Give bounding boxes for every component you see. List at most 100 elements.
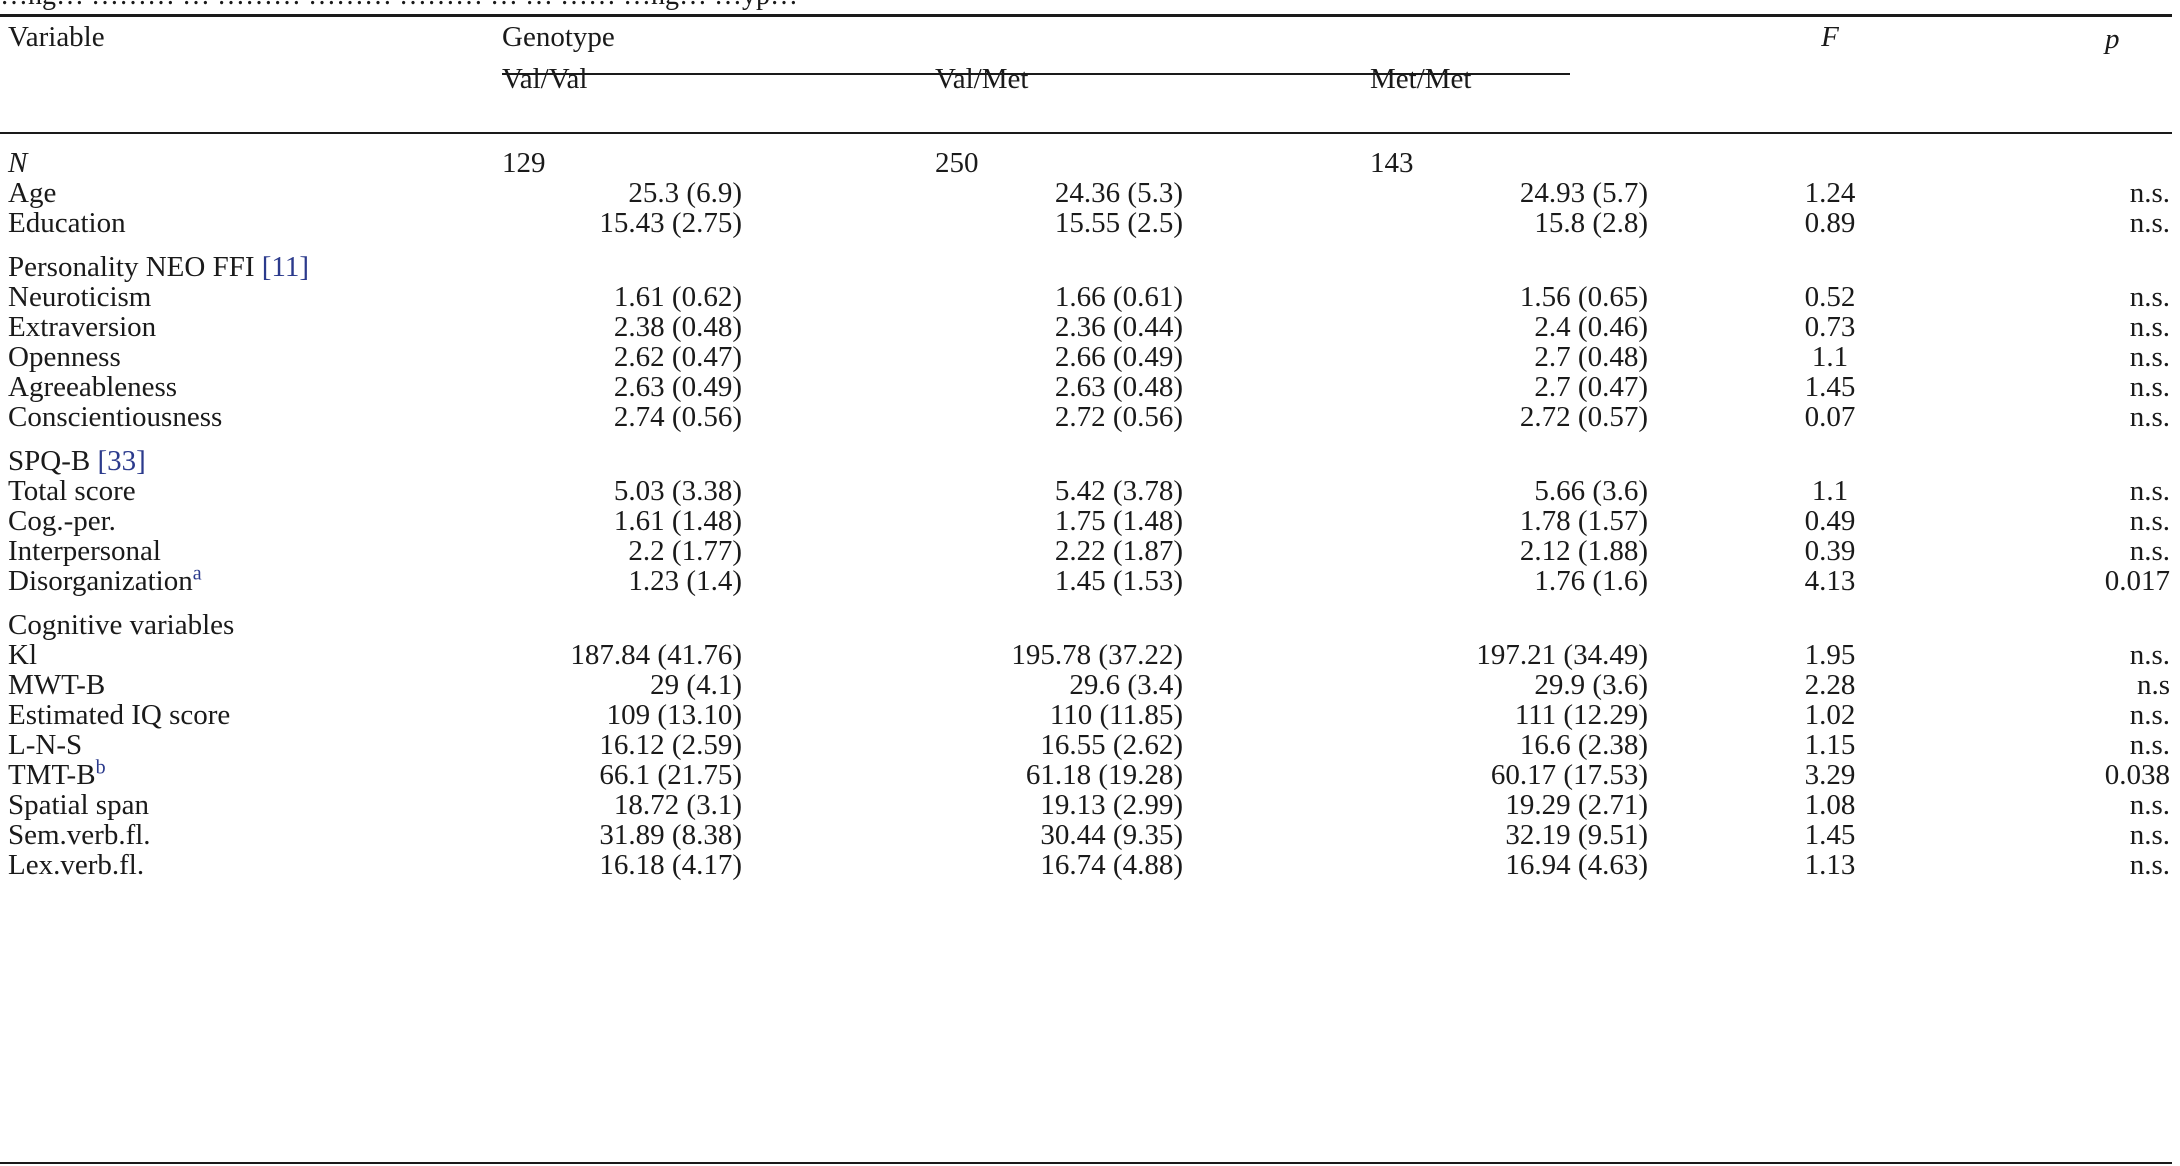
table-row: Kl 187.84 (41.76) 195.78 (37.22) 197.21 (34… (0, 638, 2180, 672)
row-label: Spatial span (8, 788, 149, 822)
table-row: Agreeableness 2.63 (0.49) 2.63 (0.48) 2.7 (… (0, 370, 2180, 404)
citation-link[interactable]: [33] (97, 445, 146, 477)
cell-met-met: 2.7 (0.48) (1534, 341, 1648, 373)
row-label-text: Estimated IQ score (8, 699, 231, 731)
table-row-n: N 129 250 143 (0, 146, 2180, 180)
cell-f: 3.29 (1804, 759, 1856, 791)
table-row: Age 25.3 (6.9) 24.36 (5.3) 24.93 (5.7) 1.24 n… (0, 176, 2180, 210)
row-label-text: Spatial span (8, 789, 149, 821)
row-label-text: Age (8, 177, 57, 209)
cell-val-val: 1.61 (0.62) (613, 281, 742, 313)
cell-val-val: 29 (4.1) (650, 669, 742, 701)
table-row: Lex.verb.fl. 16.18 (4.17) 16.74 (4.88) 16.9… (0, 848, 2180, 882)
cell-f: 1.08 (1804, 789, 1856, 821)
header-val-val: Val/Val (502, 63, 588, 95)
row-label-text: Interpersonal (8, 535, 161, 567)
row-label: L-N-S (8, 728, 82, 762)
cell-val-met: 1.45 (1.53) (1054, 565, 1183, 597)
cell-f: 1.1 (1811, 341, 1849, 373)
cell-val-met: 15.55 (2.5) (1054, 207, 1183, 239)
cell-met-met: 5.66 (3.6) (1534, 475, 1648, 507)
row-label: Openness (8, 340, 121, 374)
cell-val-val: 109 (13.10) (606, 699, 742, 731)
row-label: Disorganizationa (8, 562, 202, 598)
cell-val-met: 1.75 (1.48) (1054, 505, 1183, 537)
cell-val-met: 2.72 (0.56) (1054, 401, 1183, 433)
row-label-text: Disorganization (8, 565, 193, 597)
cell-p: n.s. (2129, 729, 2170, 761)
header-met-met: Met/Met (1370, 63, 1472, 95)
cell-p: n.s. (2129, 505, 2170, 537)
cell-met-met: 60.17 (17.53) (1490, 759, 1648, 791)
header-rule (0, 132, 2172, 134)
cell-val-val: 2.62 (0.47) (613, 341, 742, 373)
cell-val-met: 2.22 (1.87) (1054, 535, 1183, 567)
cell-f: 2.28 (1804, 669, 1856, 701)
cell-p: n.s. (2129, 699, 2170, 731)
cell-p: n.s. (2129, 819, 2170, 851)
cell-met-met: 143 (1370, 147, 1414, 179)
header-genotype: Genotype (502, 21, 615, 53)
row-label-text: Neuroticism (8, 281, 152, 313)
row-label: Cog.-per. (8, 504, 116, 538)
cell-val-val: 15.43 (2.75) (599, 207, 742, 239)
cell-val-met: 2.66 (0.49) (1054, 341, 1183, 373)
row-label-text: Extraversion (8, 311, 157, 343)
cell-val-val: 16.18 (4.17) (599, 849, 742, 881)
table-row: TMT-Bb 66.1 (21.75) 61.18 (19.28) 60.17 (17… (0, 756, 2180, 792)
cell-val-val: 16.12 (2.59) (599, 729, 742, 761)
cell-met-met: 16.6 (2.38) (1519, 729, 1648, 761)
cell-p: n.s. (2129, 311, 2170, 343)
header-f: F (1821, 21, 1839, 53)
cell-val-val: 25.3 (6.9) (628, 177, 742, 209)
cell-val-val: 5.03 (3.38) (613, 475, 742, 507)
cell-val-val: 1.23 (1.4) (628, 565, 742, 597)
cell-p: n.s. (2129, 639, 2170, 671)
footnote-marker[interactable]: b (95, 756, 106, 779)
cell-met-met: 2.7 (0.47) (1534, 371, 1648, 403)
cell-val-val: 31.89 (8.38) (599, 819, 742, 851)
cell-f: 1.13 (1804, 849, 1856, 881)
row-label: Education (8, 206, 126, 240)
row-label: MWT-B (8, 668, 105, 702)
citation-link[interactable]: [11] (261, 251, 309, 283)
cell-p: n.s. (2129, 789, 2170, 821)
cell-f: 1.95 (1804, 639, 1856, 671)
genotype-rule (502, 73, 1570, 75)
cell-p: n.s. (2129, 475, 2170, 507)
cell-f: 4.13 (1804, 565, 1856, 597)
cell-val-met: 24.36 (5.3) (1054, 177, 1183, 209)
cell-met-met: 15.8 (2.8) (1534, 207, 1648, 239)
table-row: MWT-B 29 (4.1) 29.6 (3.4) 29.9 (3.6) 2.28 n.s (0, 668, 2180, 702)
row-label-text: L-N-S (8, 729, 83, 761)
cell-val-met: 1.66 (0.61) (1054, 281, 1183, 313)
cell-val-met: 110 (11.85) (1049, 699, 1183, 731)
row-label: N (8, 147, 28, 179)
section-heading-text: SPQ-B (8, 445, 98, 477)
cell-p: n.s (2136, 669, 2170, 701)
cell-f: 1.24 (1804, 177, 1856, 209)
row-label-text: Kl (8, 639, 37, 671)
table-row: Neuroticism 1.61 (0.62) 1.66 (0.61) 1.56 (0… (0, 280, 2180, 314)
cell-met-met: 19.29 (2.71) (1505, 789, 1648, 821)
cell-met-met: 2.4 (0.46) (1534, 311, 1648, 343)
cell-val-val: 187.84 (41.76) (570, 639, 742, 671)
section-heading: SPQ-B [33] (8, 444, 146, 478)
cell-val-val: 2.38 (0.48) (613, 311, 742, 343)
cell-p: 0.017 (2104, 565, 2170, 597)
table-row: Openness 2.62 (0.47) 2.66 (0.49) 2.7 (0.48)… (0, 340, 2180, 374)
footnote-marker[interactable]: a (192, 562, 202, 585)
cell-met-met: 24.93 (5.7) (1519, 177, 1648, 209)
cell-f: 1.1 (1811, 475, 1849, 507)
cell-val-val: 18.72 (3.1) (613, 789, 742, 821)
cell-p: n.s. (2129, 371, 2170, 403)
cell-met-met: 1.76 (1.6) (1534, 565, 1648, 597)
cell-p: n.s. (2129, 849, 2170, 881)
row-label: Extraversion (8, 310, 156, 344)
table-row: Conscientiousness 2.74 (0.56) 2.72 (0.56) 2… (0, 400, 2180, 434)
table-row: Spatial span 18.72 (3.1) 19.13 (2.99) 19.29… (0, 788, 2180, 822)
cell-f: 0.39 (1804, 535, 1856, 567)
cell-val-met: 61.18 (19.28) (1025, 759, 1183, 791)
cell-val-val: 1.61 (1.48) (613, 505, 742, 537)
cell-val-val: 66.1 (21.75) (599, 759, 742, 791)
